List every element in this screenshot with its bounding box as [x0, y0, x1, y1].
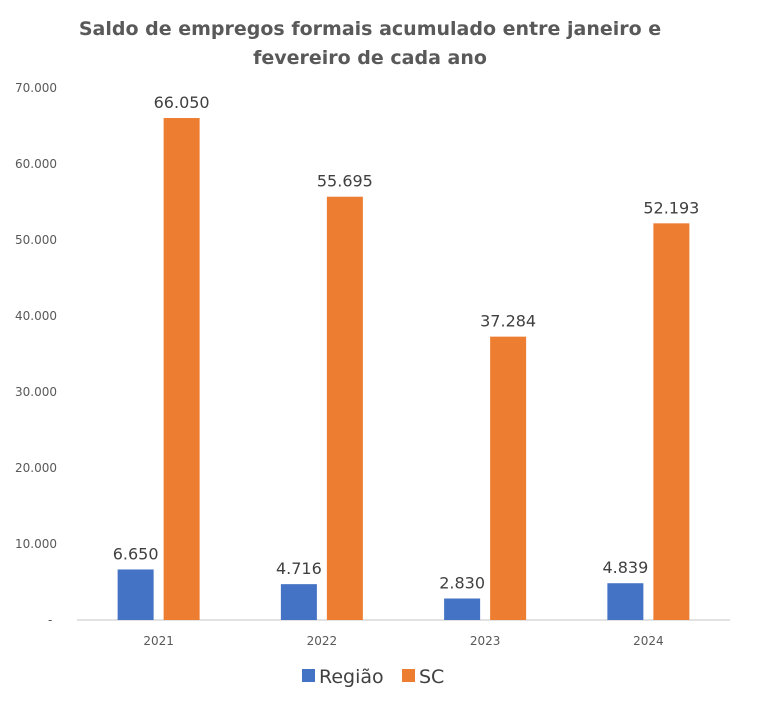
y-tick-label: 10.000	[15, 537, 57, 551]
y-tick-label: 50.000	[15, 233, 57, 247]
x-tick-label: 2023	[470, 634, 501, 648]
data-label: 66.050	[154, 93, 210, 112]
bar-sc	[326, 196, 363, 620]
data-label: 4.716	[276, 559, 322, 578]
data-label: 37.284	[480, 312, 536, 331]
x-tick-label: 2021	[143, 634, 174, 648]
bar-sc	[490, 336, 527, 620]
legend-label: SC	[419, 666, 444, 688]
legend-swatch	[302, 669, 315, 682]
data-label: 55.695	[317, 172, 373, 191]
y-tick-label: 20.000	[15, 461, 57, 475]
chart-title-line-2: fevereiro de cada ano	[253, 47, 487, 69]
bar-sc	[163, 118, 200, 621]
data-label: 6.650	[113, 544, 159, 563]
x-tick-label: 2024	[633, 634, 664, 648]
y-tick-label: 60.000	[15, 157, 57, 171]
bar-sc	[653, 223, 690, 621]
data-label: 4.839	[602, 558, 648, 577]
chart-title-line-1: Saldo de empregos formais acumulado entr…	[79, 18, 661, 40]
legend-label: Região	[319, 666, 384, 688]
bar-regiao	[117, 569, 154, 620]
y-tick-label: 70.000	[15, 81, 57, 95]
legend-swatch	[402, 669, 415, 682]
bar-regiao	[607, 583, 644, 620]
legend: Região SC	[302, 666, 444, 688]
y-tick-label: 30.000	[15, 385, 57, 399]
data-label: 52.193	[643, 198, 699, 217]
x-tick-label: 2022	[307, 634, 338, 648]
y-tick-label: -	[48, 613, 52, 627]
y-tick-label: 40.000	[15, 309, 57, 323]
bar-regiao	[280, 584, 317, 620]
data-label: 2.830	[439, 573, 485, 592]
bar-regiao	[444, 598, 481, 620]
